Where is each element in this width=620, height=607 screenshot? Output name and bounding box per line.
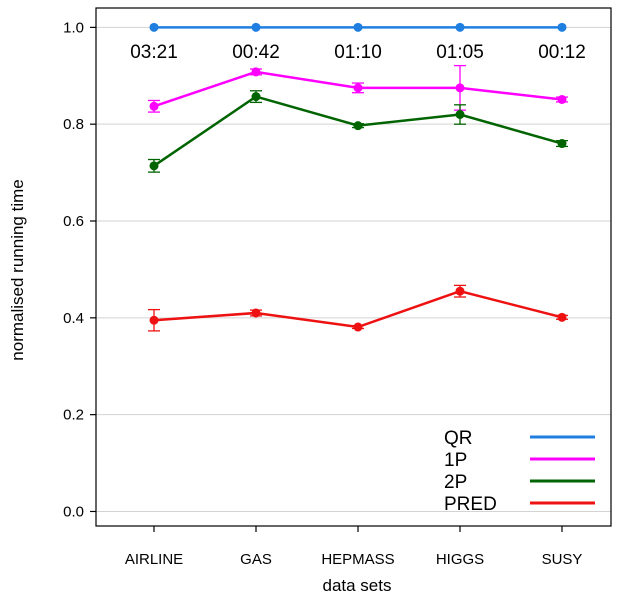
data-point: [557, 94, 567, 104]
series-pred: [148, 284, 568, 332]
y-tick-label: 0.0: [63, 503, 84, 520]
y-tick-label: 1.0: [63, 19, 84, 36]
legend-label: PRED: [444, 494, 497, 515]
y-axis: 0.0 0.2 0.4 0.6 0.8 1.0: [63, 19, 96, 520]
time-annotation: 03:21: [130, 42, 178, 63]
legend-label: QR: [444, 428, 473, 449]
y-tick-label: 0.8: [63, 116, 84, 133]
data-point: [557, 139, 567, 149]
series-line: [153, 289, 563, 329]
data-point: [149, 315, 159, 325]
series-1p: [148, 64, 568, 113]
time-annotation: 00:42: [232, 42, 280, 63]
series-qr: [149, 22, 567, 32]
x-tick-label: SUSY: [542, 551, 583, 568]
x-axis: AIRLINE GAS HEPMASS HIGGS SUSY: [125, 526, 583, 568]
data-point: [251, 308, 261, 318]
series-layer: [148, 22, 568, 332]
plot-frame: [95, 7, 612, 527]
time-annotation: 01:10: [334, 42, 382, 63]
annotation-layer: 03:21 00:42 01:10 01:05 00:12: [130, 42, 586, 63]
data-point: [557, 312, 567, 322]
time-annotation: 00:12: [538, 42, 586, 63]
y-tick-label: 0.2: [63, 407, 84, 424]
data-point: [353, 121, 363, 131]
time-annotation: 01:05: [436, 42, 484, 63]
series-line: [153, 95, 563, 167]
x-tick-label: HEPMASS: [321, 551, 394, 568]
data-point: [251, 22, 261, 32]
data-point: [353, 322, 363, 332]
data-point: [149, 161, 159, 171]
data-point: [557, 22, 567, 32]
data-point: [149, 22, 159, 32]
data-point: [455, 286, 465, 296]
legend-label: 1P: [444, 450, 467, 471]
data-point: [455, 22, 465, 32]
data-point: [149, 101, 159, 111]
data-point: [455, 110, 465, 120]
data-point: [455, 83, 465, 93]
x-tick-label: AIRLINE: [125, 551, 183, 568]
y-axis-title: normalised running time: [8, 179, 27, 360]
x-tick-label: GAS: [240, 551, 272, 568]
data-point: [353, 22, 363, 32]
legend-label: 2P: [444, 472, 467, 493]
data-point: [251, 67, 261, 77]
y-tick-label: 0.6: [63, 213, 84, 230]
data-point: [251, 92, 261, 102]
x-tick-label: HIGGS: [436, 551, 484, 568]
y-tick-label: 0.4: [63, 310, 84, 327]
data-point: [353, 83, 363, 93]
series-2p: [148, 90, 568, 173]
x-axis-title: data sets: [323, 576, 392, 595]
